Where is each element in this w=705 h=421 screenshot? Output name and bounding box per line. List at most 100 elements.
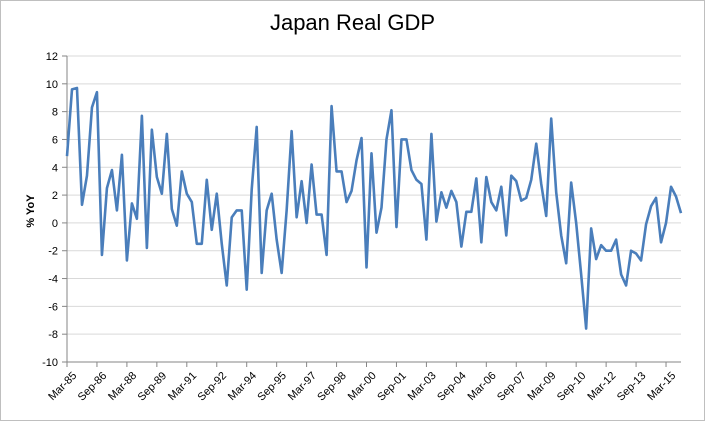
data-point	[525, 197, 527, 199]
data-point	[380, 207, 382, 209]
x-tick-label: Mar-88	[106, 370, 139, 403]
data-point	[211, 229, 213, 231]
data-point	[600, 244, 602, 246]
data-point	[206, 179, 208, 181]
y-tick-label: -8	[48, 329, 58, 341]
data-point	[395, 226, 397, 228]
data-point	[91, 106, 93, 108]
axes	[62, 55, 681, 367]
data-point	[455, 201, 457, 203]
data-point	[66, 155, 68, 157]
data-point	[465, 211, 467, 213]
data-point	[336, 170, 338, 172]
data-point	[400, 138, 402, 140]
data-point	[166, 133, 168, 135]
data-point	[291, 130, 293, 132]
data-point	[361, 137, 363, 139]
data-point	[570, 182, 572, 184]
data-point	[221, 243, 223, 245]
data-point	[331, 105, 333, 107]
data-point	[236, 209, 238, 211]
data-point	[630, 250, 632, 252]
data-point	[655, 197, 657, 199]
data-point	[625, 285, 627, 287]
x-tick-label: Mar-85	[46, 370, 79, 403]
y-tick-label: -6	[48, 301, 58, 313]
y-tick-label: 10	[46, 79, 58, 91]
data-point	[665, 222, 667, 224]
data-point	[196, 243, 198, 245]
data-point	[675, 195, 677, 197]
data-point	[101, 254, 103, 256]
data-point	[485, 176, 487, 178]
x-tick-label: Mar-97	[286, 370, 319, 403]
data-point	[306, 222, 308, 224]
data-point	[256, 126, 258, 128]
data-point	[251, 189, 253, 191]
data-point	[595, 258, 597, 260]
data-point	[326, 254, 328, 256]
data-point	[226, 285, 228, 287]
data-point	[376, 232, 378, 234]
data-point	[460, 246, 462, 248]
x-tick-label: Sep-89	[136, 370, 170, 404]
data-point	[286, 209, 288, 211]
y-axis-label: % YoY	[25, 194, 37, 228]
data-point	[126, 259, 128, 261]
data-point	[420, 183, 422, 185]
x-tick-label: Mar-03	[406, 370, 439, 403]
data-point	[475, 177, 477, 179]
data-point	[495, 209, 497, 211]
data-point	[316, 214, 318, 216]
data-point	[241, 209, 243, 211]
data-point	[680, 212, 682, 214]
data-point	[635, 253, 637, 255]
x-tick-label: Sep-86	[76, 370, 110, 404]
data-point	[186, 193, 188, 195]
data-point	[131, 202, 133, 204]
data-point	[216, 193, 218, 195]
x-tick-label: Mar-00	[346, 370, 379, 403]
x-tick-labels: Mar-85Sep-86Mar-88Sep-89Mar-91Sep-92Mar-…	[46, 370, 678, 404]
data-point	[410, 169, 412, 171]
x-tick-label: Sep-04	[435, 370, 469, 404]
data-point	[106, 187, 108, 189]
y-tick-label: 4	[52, 162, 58, 174]
y-tick-label: -10	[42, 357, 58, 369]
chart-title: Japan Real GDP	[269, 10, 436, 35]
data-point	[176, 225, 178, 227]
data-point	[146, 247, 148, 249]
y-tick-label: -4	[48, 274, 58, 286]
data-point	[510, 175, 512, 177]
data-point	[490, 201, 492, 203]
x-tick-label: Sep-01	[375, 370, 409, 404]
data-point	[435, 221, 437, 223]
y-tick-label: 12	[46, 51, 58, 63]
data-point	[440, 191, 442, 193]
data-point	[445, 207, 447, 209]
data-point	[550, 118, 552, 120]
data-point	[116, 209, 118, 211]
data-point	[86, 175, 88, 177]
data-point	[111, 169, 113, 171]
data-point	[351, 190, 353, 192]
data-point	[610, 250, 612, 252]
data-point	[385, 138, 387, 140]
data-point	[620, 273, 622, 275]
data-point	[480, 241, 482, 243]
y-tick-label: -2	[48, 246, 58, 258]
data-point	[640, 259, 642, 261]
data-point	[96, 91, 98, 93]
y-tick-labels: -10 -8 -6 -4 -2 0 2 4 6 8 10 12	[42, 51, 58, 369]
data-point	[76, 87, 78, 89]
data-point	[530, 179, 532, 181]
data-point	[156, 176, 158, 178]
data-point	[321, 214, 323, 216]
data-point	[81, 204, 83, 206]
data-point	[266, 209, 268, 211]
y-tick-label: 6	[52, 134, 58, 146]
data-point	[520, 200, 522, 202]
x-tick-label: Mar-12	[585, 370, 618, 403]
data-point	[650, 205, 652, 207]
